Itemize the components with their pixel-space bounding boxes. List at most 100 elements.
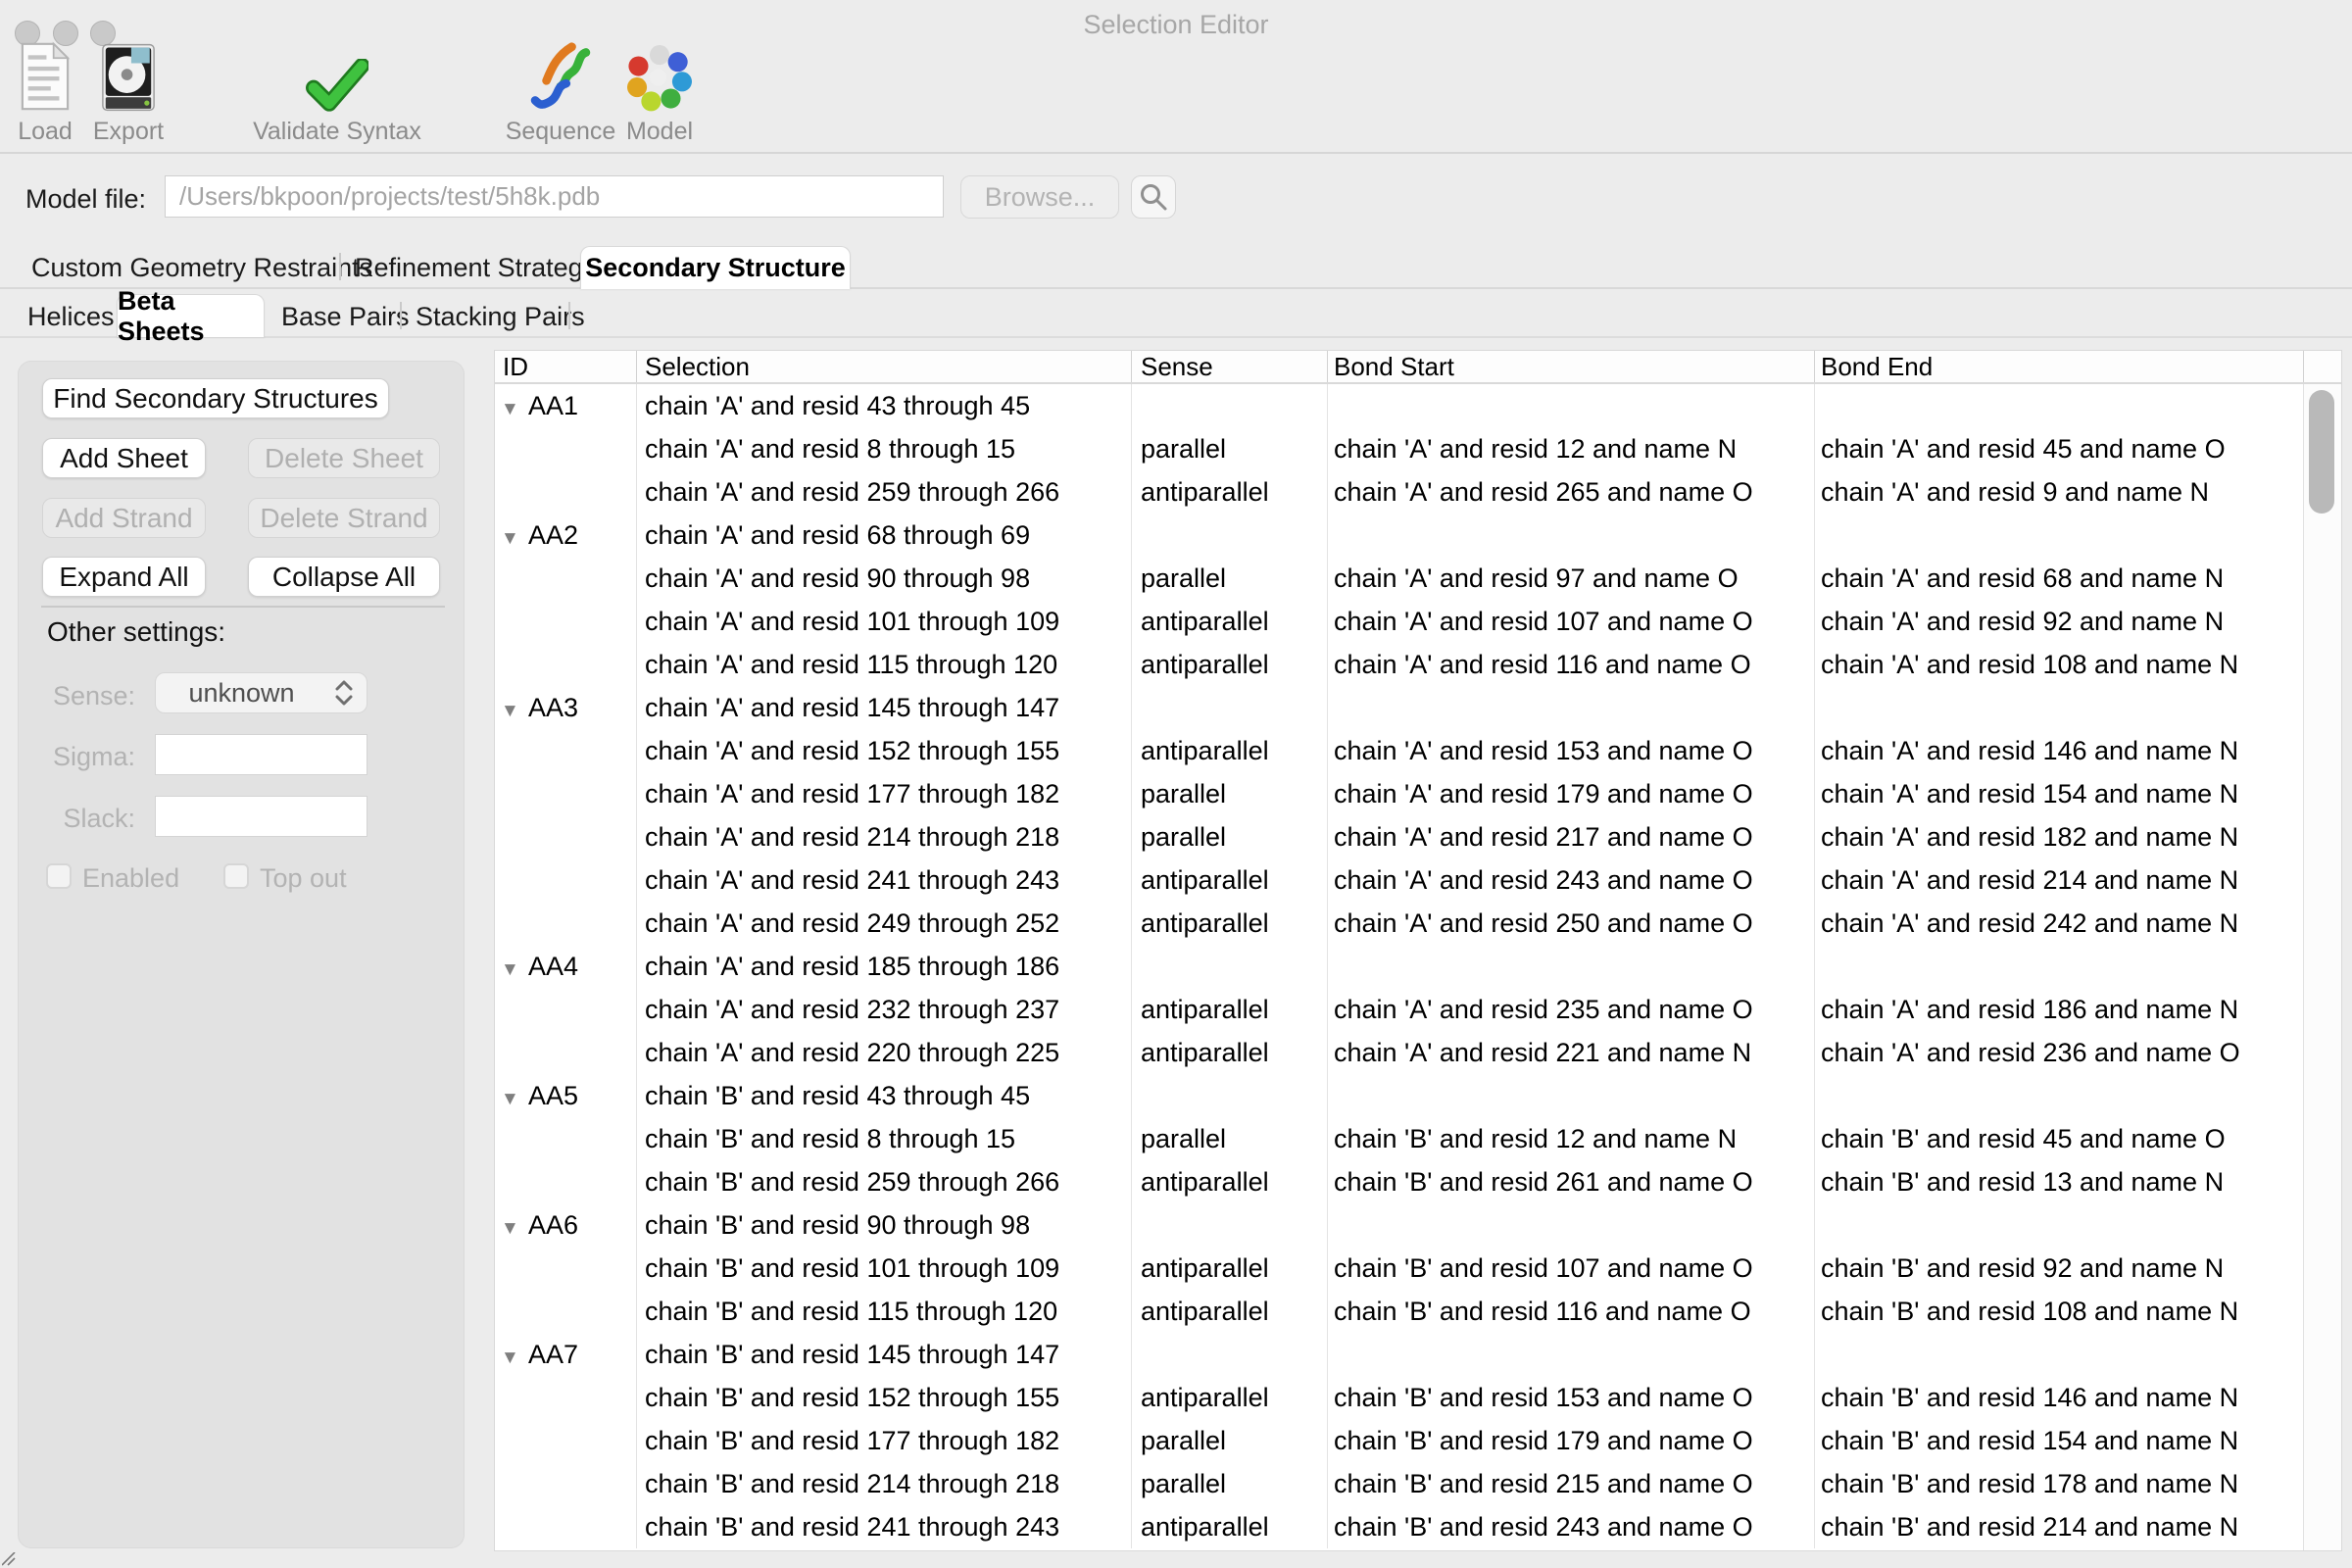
sense-dropdown[interactable]: unknown [155,672,368,713]
row-sense: antiparallel [1132,1505,1328,1548]
row-bond-end [1815,686,2304,729]
column-header-bond-start[interactable]: Bond Start [1328,351,1815,382]
document-icon [20,39,71,112]
tab-secondary-structure[interactable]: Secondary Structure [580,246,851,289]
row-selection: chain 'B' and resid 152 through 155 [637,1376,1132,1419]
row-sense: parallel [1132,1419,1328,1462]
window-title: Selection Editor [1083,10,1269,39]
row-bond-start: chain 'B' and resid 179 and name O [1328,1419,1815,1462]
column-header-selection[interactable]: Selection [637,351,1132,382]
tab-base-pairs[interactable]: Base Pairs [281,302,410,331]
table-row[interactable]: ▼ chain 'B' and resid 8 through 15 paral… [495,1117,2304,1160]
slack-input[interactable] [155,796,368,837]
resize-grip-icon[interactable] [2,1552,16,1566]
row-sense: antiparallel [1132,858,1328,902]
scrollbar-thumb[interactable] [2309,390,2334,514]
row-bond-start: chain 'A' and resid 179 and name O [1328,772,1815,815]
validate-syntax-button[interactable]: Validate Syntax [253,39,421,146]
delete-sheet-button[interactable]: Delete Sheet [248,438,440,478]
search-file-button[interactable] [1131,175,1176,219]
row-sense: antiparallel [1132,988,1328,1031]
vertical-scrollbar[interactable] [2303,384,2341,1550]
collapse-all-button[interactable]: Collapse All [248,557,440,597]
row-bond-end [1815,514,2304,557]
row-bond-end: chain 'B' and resid 154 and name N [1821,1426,2239,1455]
table-row[interactable]: ▼ AA4 chain 'A' and resid 185 through 186 [495,945,2304,988]
table-row[interactable]: ▼ chain 'A' and resid 115 through 120 an… [495,643,2304,686]
table-row[interactable]: ▼ chain 'A' and resid 101 through 109 an… [495,600,2304,643]
add-sheet-button[interactable]: Add Sheet [42,438,206,478]
disclosure-triangle-icon[interactable]: ▼ [501,1348,519,1368]
table-row[interactable]: ▼ AA3 chain 'A' and resid 145 through 147 [495,686,2304,729]
table-row[interactable]: ▼ chain 'B' and resid 214 through 218 pa… [495,1462,2304,1505]
table-row[interactable]: ▼ chain 'A' and resid 241 through 243 an… [495,858,2304,902]
enabled-checkbox[interactable] [46,863,72,889]
table-header: ID Selection Sense Bond Start Bond End [495,351,2341,384]
row-sense [1132,1074,1328,1117]
row-sense: antiparallel [1132,1247,1328,1290]
row-bond-end: chain 'A' and resid 45 and name O [1821,434,2226,464]
row-selection: chain 'A' and resid 177 through 182 [637,772,1132,815]
table-row[interactable]: ▼ AA7 chain 'B' and resid 145 through 147 [495,1333,2304,1376]
table-row[interactable]: ▼ chain 'B' and resid 241 through 243 an… [495,1505,2304,1548]
disclosure-triangle-icon[interactable]: ▼ [501,528,519,549]
model-button[interactable]: Model [621,39,698,146]
table-row[interactable]: ▼ chain 'A' and resid 152 through 155 an… [495,729,2304,772]
table-row[interactable]: ▼ chain 'A' and resid 259 through 266 an… [495,470,2304,514]
browse-button[interactable]: Browse... [960,175,1119,219]
table-row[interactable]: ▼ chain 'A' and resid 220 through 225 an… [495,1031,2304,1074]
tab-helices[interactable]: Helices [27,302,115,331]
table-row[interactable]: ▼ chain 'A' and resid 8 through 15 paral… [495,427,2304,470]
table-row[interactable]: ▼ AA2 chain 'A' and resid 68 through 69 [495,514,2304,557]
close-window-button[interactable] [15,21,40,46]
row-bond-end: chain 'A' and resid 92 and name N [1821,607,2225,636]
table-row[interactable]: ▼ chain 'B' and resid 177 through 182 pa… [495,1419,2304,1462]
load-button[interactable]: Load [12,39,78,146]
tab-refinement-strategy[interactable]: Refinement Strategy [355,253,597,282]
table-row[interactable]: ▼ chain 'A' and resid 90 through 98 para… [495,557,2304,600]
column-header-bond-end[interactable]: Bond End [1815,351,2304,382]
export-button[interactable]: Export [93,39,164,146]
table-row[interactable]: ▼ chain 'A' and resid 177 through 182 pa… [495,772,2304,815]
find-secondary-structures-button[interactable]: Find Secondary Structures [42,378,389,418]
toolbar-item-label: Load [18,118,73,145]
disclosure-triangle-icon[interactable]: ▼ [501,399,519,419]
table-row[interactable]: ▼ chain 'B' and resid 101 through 109 an… [495,1247,2304,1290]
row-bond-end: chain 'B' and resid 178 and name N [1821,1469,2239,1498]
tab-separator [400,302,402,329]
model-file-input[interactable]: /Users/bkpoon/projects/test/5h8k.pdb [165,175,944,218]
delete-strand-button[interactable]: Delete Strand [248,498,440,538]
disclosure-triangle-icon[interactable]: ▼ [501,1218,519,1239]
tab-beta-sheets[interactable]: Beta Sheets [117,286,265,346]
table-row[interactable]: ▼ chain 'B' and resid 152 through 155 an… [495,1376,2304,1419]
disclosure-triangle-icon[interactable]: ▼ [501,959,519,980]
disclosure-triangle-icon[interactable]: ▼ [501,701,519,721]
row-bond-start: chain 'A' and resid 250 and name O [1328,902,1815,945]
top-out-checkbox[interactable] [223,863,249,889]
table-row[interactable]: ▼ AA5 chain 'B' and resid 43 through 45 [495,1074,2304,1117]
minimize-window-button[interactable] [53,21,78,46]
row-selection: chain 'A' and resid 68 through 69 [637,514,1132,557]
row-bond-start: chain 'A' and resid 243 and name O [1328,858,1815,902]
tab-custom-geometry-restraints[interactable]: Custom Geometry Restraints [31,253,373,282]
table-row[interactable]: ▼ chain 'A' and resid 214 through 218 pa… [495,815,2304,858]
disclosure-triangle-icon[interactable]: ▼ [501,1089,519,1109]
row-id: AA1 [528,391,579,420]
table-row[interactable]: ▼ chain 'A' and resid 249 through 252 an… [495,902,2304,945]
row-bond-start: chain 'B' and resid 153 and name O [1328,1376,1815,1419]
table-row[interactable]: ▼ chain 'B' and resid 259 through 266 an… [495,1160,2304,1203]
zoom-window-button[interactable] [90,21,116,46]
column-header-sense[interactable]: Sense [1132,351,1328,382]
molecule-icon [627,39,692,112]
expand-all-button[interactable]: Expand All [42,557,206,597]
tab-stacking-pairs[interactable]: Stacking Pairs [416,302,585,331]
table-row[interactable]: ▼ AA1 chain 'A' and resid 43 through 45 [495,384,2304,427]
column-header-id[interactable]: ID [495,351,637,382]
add-strand-button[interactable]: Add Strand [42,498,206,538]
sequence-button[interactable]: Sequence [506,39,615,146]
table-row[interactable]: ▼ chain 'B' and resid 115 through 120 an… [495,1290,2304,1333]
sigma-input[interactable] [155,734,368,775]
table-row[interactable]: ▼ chain 'A' and resid 232 through 237 an… [495,988,2304,1031]
table-row[interactable]: ▼ AA6 chain 'B' and resid 90 through 98 [495,1203,2304,1247]
row-bond-end: chain 'A' and resid 9 and name N [1821,477,2210,507]
